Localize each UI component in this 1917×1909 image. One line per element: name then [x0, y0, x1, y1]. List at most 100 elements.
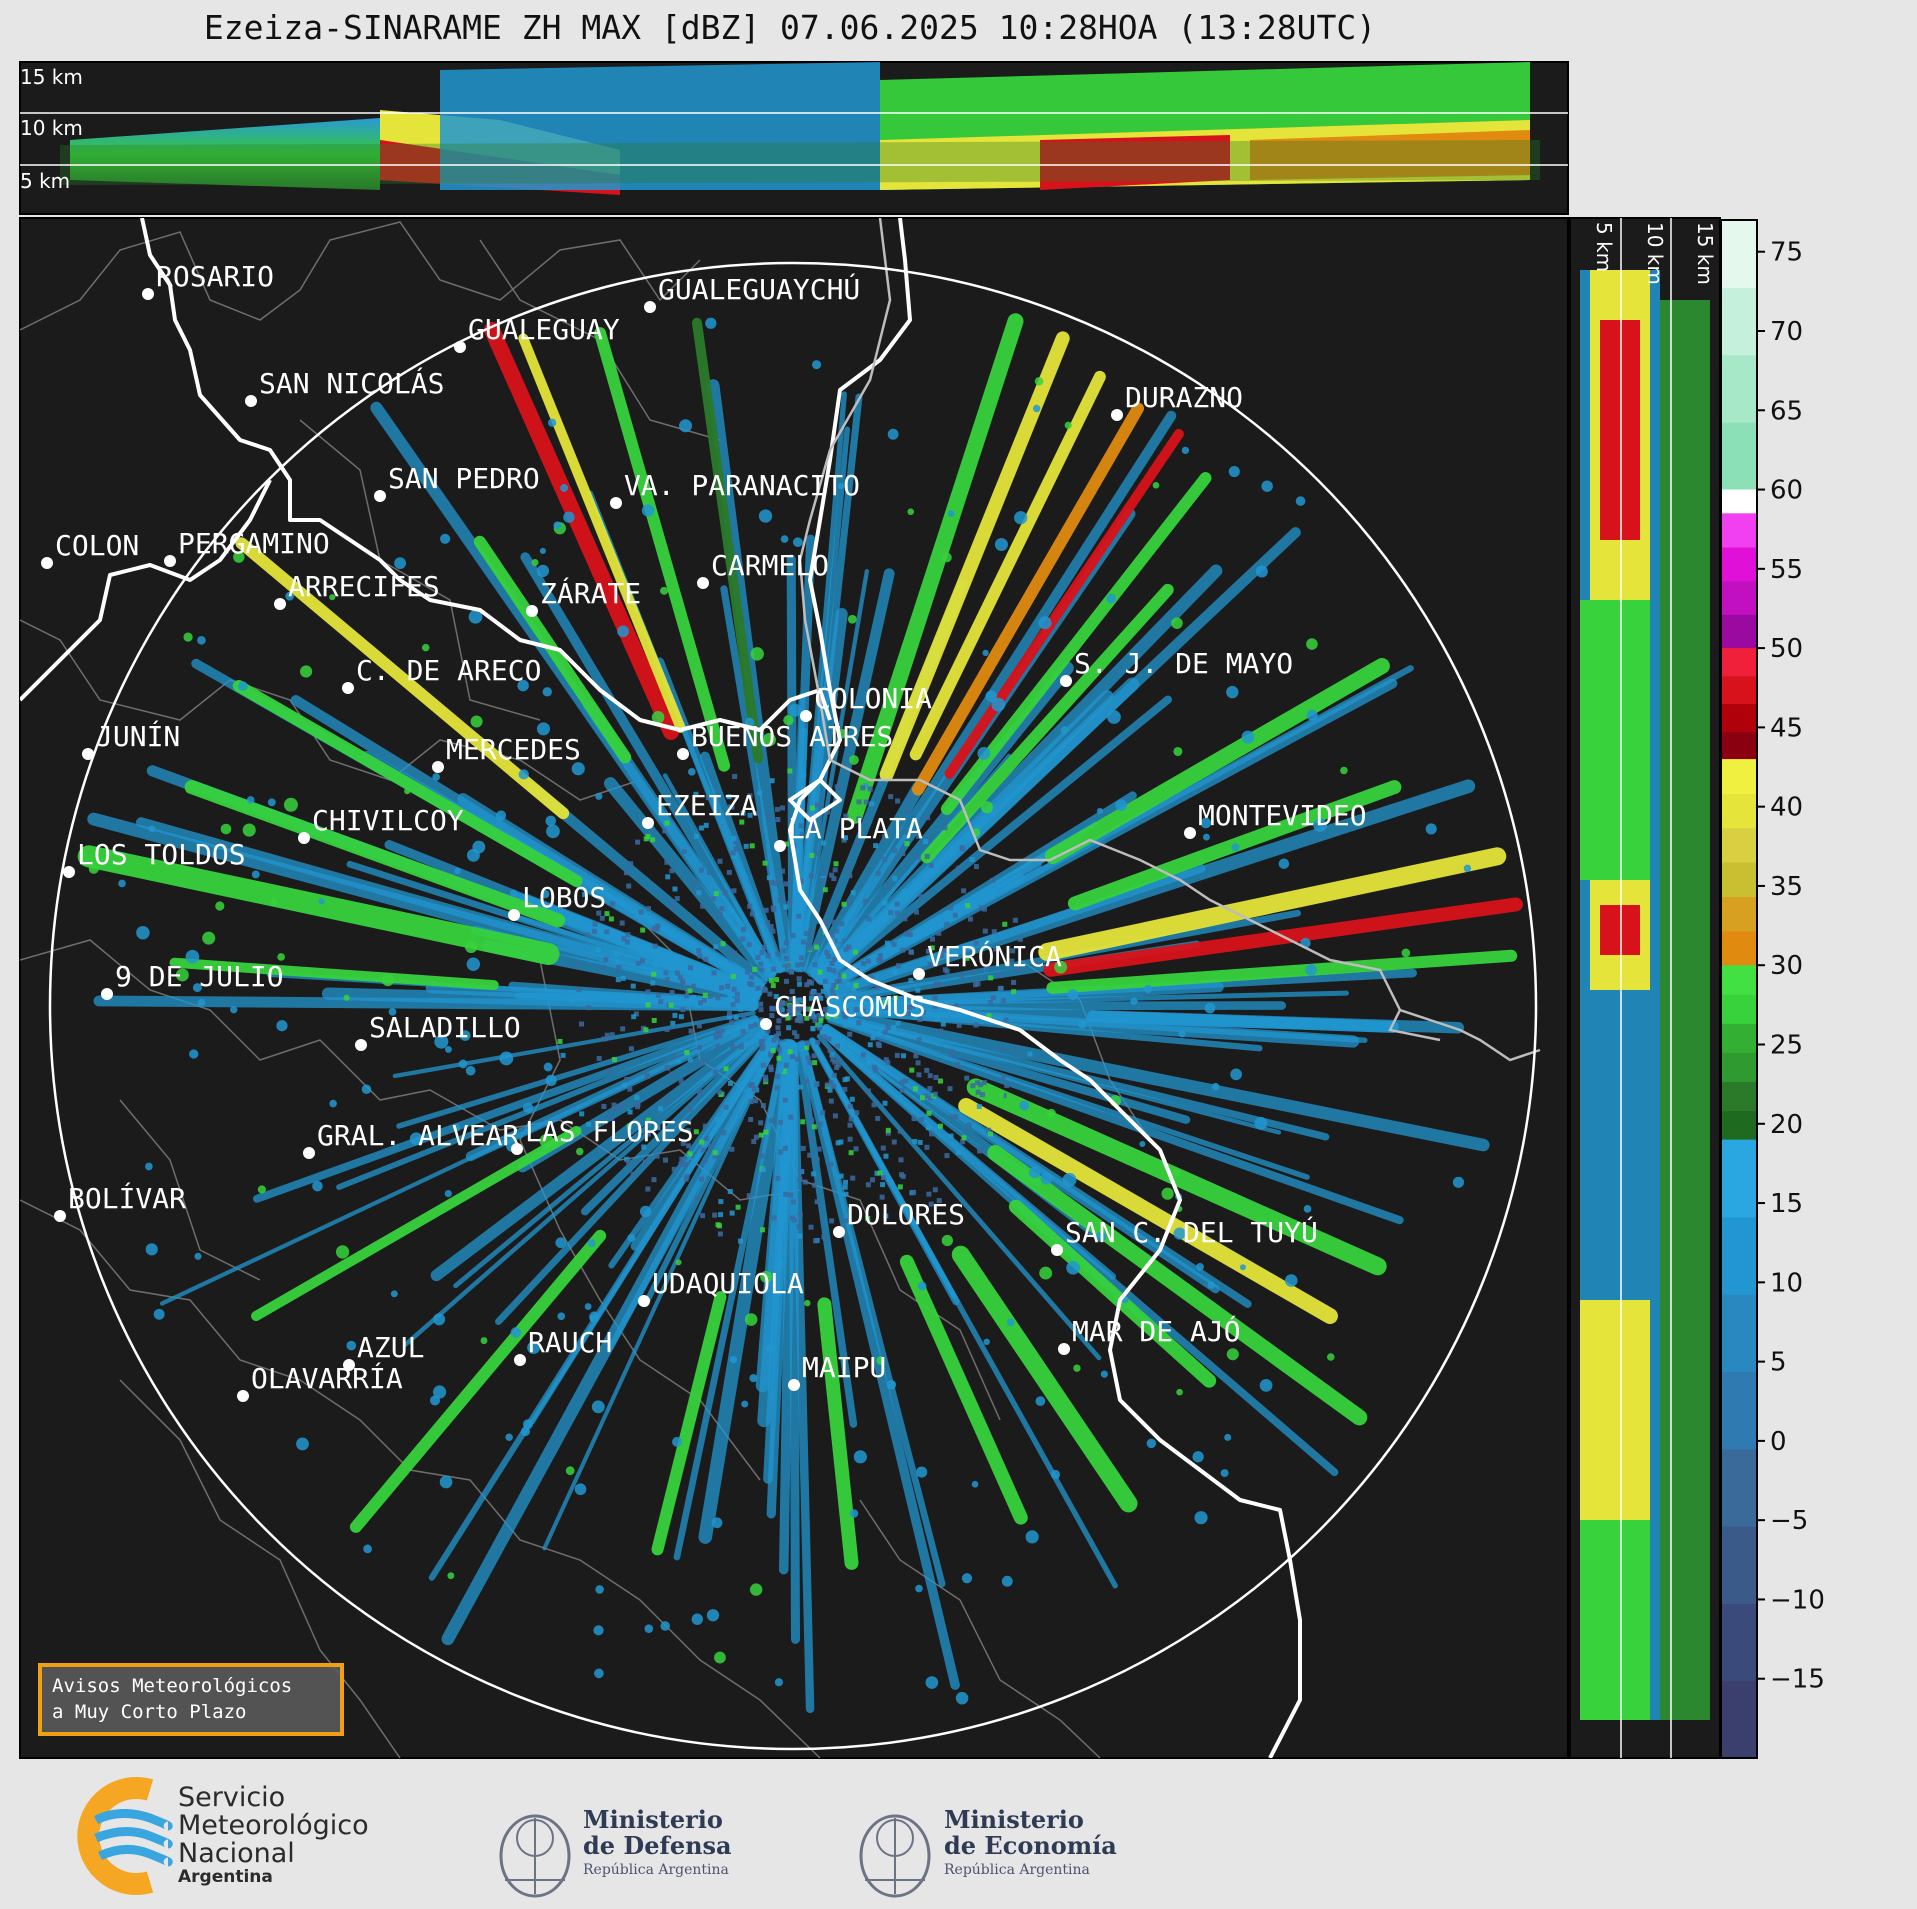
city-marker: RAUCH [514, 1326, 612, 1366]
city-label: GUALEGUAYCHÚ [658, 272, 860, 306]
colorbar-tick: 20 [1770, 1110, 1803, 1140]
top-profile-label-10km: 10 km [20, 116, 83, 140]
city-marker: CHASCOMÚS [760, 989, 926, 1030]
city-marker: 9 DE JULIO [101, 960, 284, 1000]
city-dot [274, 598, 286, 610]
city-marker: SAN NICOLÁS [245, 366, 444, 407]
colorbar-tick: 70 [1770, 317, 1803, 347]
city-marker: GUALEGUAYCHÚ [644, 272, 860, 313]
city-marker: SAN C. DEL TUYÚ [1051, 1215, 1318, 1256]
smn-line1: Servicio [178, 1782, 285, 1813]
city-label: LOBOS [522, 881, 606, 914]
city-marker: BOLÍVAR [54, 1181, 186, 1222]
city-label: DOLORES [847, 1198, 965, 1231]
city-marker: JUNÍN [82, 719, 180, 760]
city-dot [298, 832, 310, 844]
city-label: CHASCOMÚS [774, 989, 926, 1023]
city-label: COLON [55, 529, 139, 562]
side-profile-label-5km: 5 km [1592, 222, 1616, 272]
city-marker: BUENOS AIRES [677, 720, 893, 760]
city-dot [142, 288, 154, 300]
side-profile-label-15km: 15 km [1693, 222, 1717, 285]
city-label: CHIVILCOY [312, 804, 464, 837]
city-label: SAN NICOLÁS [259, 366, 444, 400]
colorbar-tick: 35 [1770, 872, 1803, 902]
colorbar-tick: 15 [1770, 1189, 1803, 1219]
economia-line3: República Argentina [944, 1862, 1090, 1878]
city-label: SAN C. DEL TUYÚ [1065, 1215, 1318, 1249]
city-marker: ZÁRATE [526, 576, 641, 617]
city-dot [913, 968, 925, 980]
city-marker: PERGAMINO [164, 527, 330, 567]
colorbar-tick: 65 [1770, 396, 1803, 426]
city-dot [374, 490, 386, 502]
city-marker: MAR DE AJÓ [1058, 1314, 1241, 1355]
city-marker: OLAVARRÍA [237, 1361, 403, 1402]
city-label: OLAVARRÍA [251, 1361, 403, 1395]
city-dot [511, 1143, 523, 1155]
city-label: C. DE ARECO [356, 654, 541, 687]
city-dot [677, 748, 689, 760]
city-label: RAUCH [528, 1326, 612, 1359]
colorbar-tick: −5 [1770, 1506, 1808, 1536]
city-dot [697, 577, 709, 589]
city-marker: DOLORES [833, 1198, 965, 1238]
city-marker: ROSARIO [142, 260, 274, 300]
city-marker: LAS FLORES [511, 1115, 694, 1155]
city-dot [800, 710, 812, 722]
economia-line1: Ministerio [944, 1805, 1084, 1834]
city-marker: DURAZNO [1111, 381, 1243, 421]
city-dot [644, 301, 656, 313]
city-label: LA PLATA [788, 812, 923, 845]
city-dot [1111, 409, 1123, 421]
colorbar-tick: 30 [1770, 951, 1803, 981]
city-marker: GRAL. ALVEAR [303, 1119, 519, 1159]
city-dot [514, 1354, 526, 1366]
city-dot [638, 1295, 650, 1307]
city-marker: C. DE ARECO [342, 654, 541, 694]
city-marker: S. J. DE MAYO [1060, 647, 1293, 687]
city-label: LAS FLORES [525, 1115, 694, 1148]
colorbar-tick: 5 [1770, 1348, 1787, 1378]
city-dot [774, 840, 786, 852]
colorbar-tick: 0 [1770, 1427, 1787, 1457]
city-label: BUENOS AIRES [691, 720, 893, 753]
city-label: MERCEDES [446, 733, 581, 766]
city-marker: VERÓNICA [913, 939, 1062, 980]
city-dot [41, 557, 53, 569]
city-marker: UDAQUIOLA [638, 1267, 804, 1307]
uruguay-boundary [798, 218, 1541, 1062]
warning-box[interactable]: Avisos Meteorológicos a Muy Corto Plazo [38, 1663, 344, 1736]
city-marker: SAN PEDRO [374, 462, 540, 502]
city-dot [54, 1210, 66, 1222]
economia-logo: Ministerio de Economía República Argenti… [859, 1805, 1117, 1898]
city-label: PERGAMINO [178, 527, 330, 560]
radar-reflectivity-rays [77, 313, 1523, 1714]
colorbar-tick: 25 [1770, 1030, 1803, 1060]
city-label: ZÁRATE [540, 576, 641, 610]
city-marker: LA PLATA [774, 812, 923, 852]
city-label: ARRECIFES [288, 570, 440, 603]
city-dot [164, 555, 176, 567]
defensa-logo: Ministerio de Defensa República Argentin… [499, 1805, 732, 1898]
city-dot [1058, 1343, 1070, 1355]
city-label: MAIPU [802, 1351, 886, 1384]
city-marker: VA. PARANACITO [610, 469, 860, 509]
city-dot [642, 817, 654, 829]
top-profile-label-15km: 15 km [20, 65, 83, 89]
city-dot [833, 1226, 845, 1238]
defensa-line1: Ministerio [583, 1805, 723, 1834]
city-label: VERÓNICA [927, 939, 1062, 973]
argentina-coat-of-arms-icon [859, 1814, 931, 1898]
city-marker: CARMELO [697, 549, 829, 589]
city-label: ROSARIO [156, 260, 274, 293]
city-dot [610, 497, 622, 509]
defensa-line2: de Defensa [583, 1831, 732, 1860]
city-dot [303, 1147, 315, 1159]
city-label: SALADILLO [369, 1011, 521, 1044]
city-label: 9 DE JULIO [115, 960, 284, 993]
city-label: GUALEGUAY [468, 313, 620, 346]
city-label: CARMELO [711, 549, 829, 582]
colorbar-tick: −10 [1770, 1585, 1825, 1615]
city-label: LOS TOLDOS [77, 838, 246, 871]
